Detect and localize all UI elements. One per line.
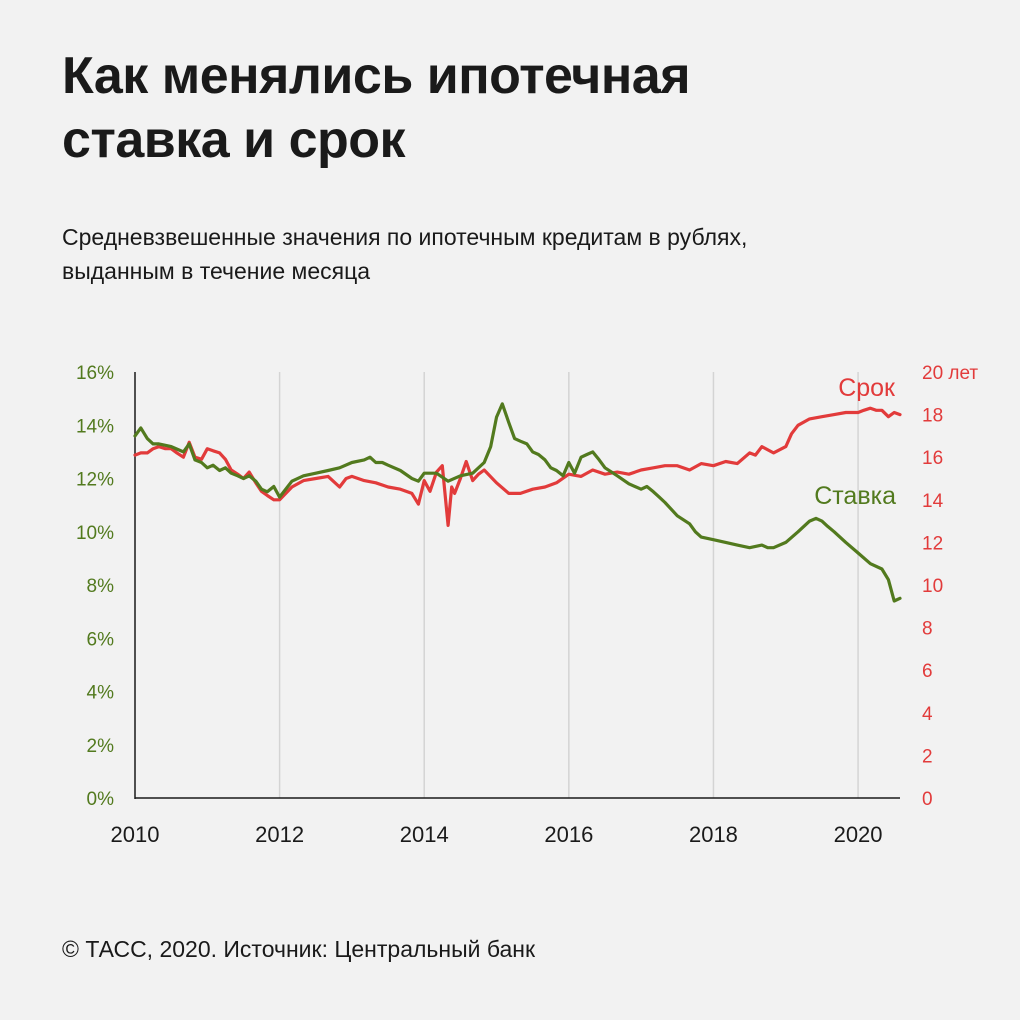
y-left-tick-label: 4% [87,683,115,704]
page-subtitle: Средневзвешенные значения по ипотечным к… [62,224,748,284]
y-right-tick-label: 18 [922,406,943,427]
y-right-tick-label: 2 [922,746,933,767]
y-left-tick-label: 14% [76,416,114,437]
x-tick-label-2016: 2016 [544,822,593,847]
y-right-tick-label: 20 лет [922,363,978,384]
x-tick-label-2020: 2020 [834,822,883,847]
y-left-tick-label: 12% [76,470,114,491]
y-right-tick-label: 4 [922,704,933,725]
axes: 2010 2012 2014 2016 2018 20200%2%4%6%8%10%12%… [76,363,978,847]
y-right-tick-label: 14 [922,491,944,512]
series-line-rate [133,402,902,603]
y-left-tick-label: 8% [87,576,115,597]
y-right-tick-label: 6 [922,661,933,682]
y-right-tick-label: 16 [922,448,943,469]
y-right-tick-label: 0 [922,789,933,810]
series-label-term: Срок [838,374,896,402]
x-tick-label-2018: 2018 [689,822,738,847]
series-line-term [133,406,902,528]
x-tick-label-2010: 2010 [111,822,160,847]
y-left-tick-label: 0% [87,789,115,810]
x-tick-label-2014: 2014 [400,822,449,847]
gridlines [278,372,859,798]
series-labels: Срок Ставка [814,374,896,510]
y-left-tick-label: 16% [76,363,114,384]
source-footer: © ТАСС, 2020. Источник: Центральный банк [62,936,536,962]
x-tick-label-2012: 2012 [255,822,304,847]
page-title: Как менялись ипотечная ставка и срок [62,47,691,169]
y-left-tick-label: 10% [76,523,114,544]
y-right-tick-label: 10 [922,576,943,597]
y-left-tick-label: 6% [87,629,115,650]
series-label-rate: Ставка [814,482,896,510]
y-right-tick-label: 8 [922,619,933,640]
series-lines [133,402,902,603]
y-right-tick-label: 12 [922,533,943,554]
y-left-tick-label: 2% [87,736,115,757]
